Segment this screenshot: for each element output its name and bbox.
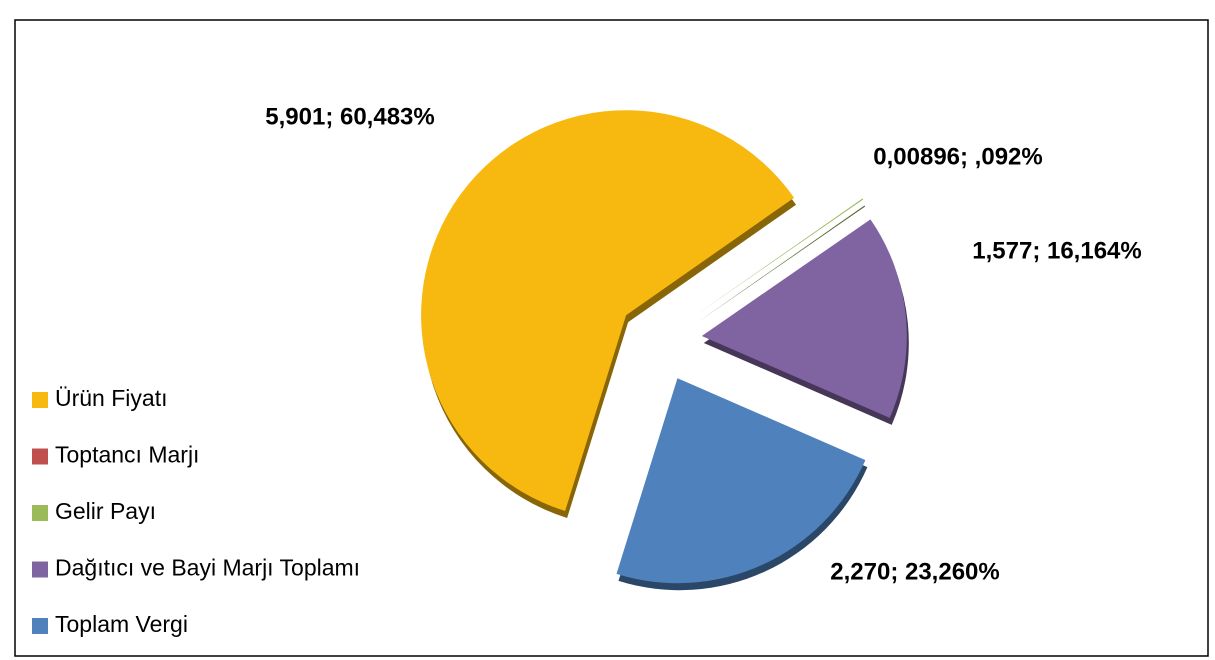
legend-swatch xyxy=(32,448,48,465)
legend-swatch xyxy=(32,392,48,408)
legend-label: Dağıtıcı ve Bayi Marjı Toplamı xyxy=(55,555,360,581)
legend-label: Toplam Vergi xyxy=(55,611,188,637)
legend-label: Ürün Fiyatı xyxy=(55,385,167,411)
legend-swatch xyxy=(32,505,48,521)
legend-label: Gelir Payı xyxy=(55,498,156,524)
legend-swatch xyxy=(32,561,48,578)
data-label: 5,901; 60,483% xyxy=(265,103,434,130)
data-label: 2,270; 23,260% xyxy=(830,558,999,585)
data-label: 0,00896; ,092% xyxy=(873,143,1042,170)
slice xyxy=(701,219,907,418)
legend-swatch xyxy=(32,618,48,634)
slice-shadow xyxy=(696,205,866,324)
data-label: 1,577; 16,164% xyxy=(972,237,1141,264)
slice xyxy=(616,378,866,584)
legend-label: Toptancı Marjı xyxy=(55,442,199,468)
slice xyxy=(694,198,864,317)
slice xyxy=(421,110,795,511)
